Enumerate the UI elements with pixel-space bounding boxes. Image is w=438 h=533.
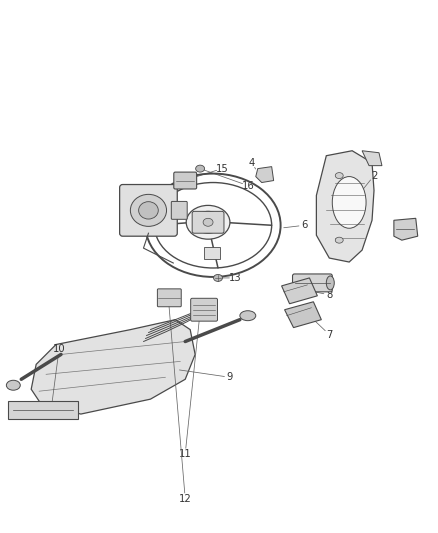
Text: 4: 4 [249,158,255,168]
FancyBboxPatch shape [204,247,220,259]
Ellipse shape [240,311,256,321]
Polygon shape [282,278,318,304]
Ellipse shape [335,237,343,243]
FancyBboxPatch shape [293,274,332,292]
FancyBboxPatch shape [8,401,78,419]
Text: 15: 15 [215,164,228,174]
Ellipse shape [203,219,213,226]
Text: 2: 2 [371,171,377,181]
Text: 5: 5 [319,278,325,288]
Polygon shape [31,320,195,414]
Polygon shape [362,151,382,166]
FancyBboxPatch shape [192,212,224,233]
FancyBboxPatch shape [191,298,218,321]
Ellipse shape [186,205,230,239]
Polygon shape [316,151,374,262]
Ellipse shape [214,274,223,281]
Text: 10: 10 [53,344,65,354]
Text: 12: 12 [179,494,191,504]
Text: 6: 6 [301,220,307,230]
Text: 7: 7 [326,329,332,340]
Ellipse shape [326,276,334,290]
FancyBboxPatch shape [120,184,177,236]
Ellipse shape [7,380,20,390]
Text: 8: 8 [326,290,332,300]
Text: 13: 13 [229,273,241,283]
Ellipse shape [335,173,343,179]
Polygon shape [394,219,418,240]
Ellipse shape [194,212,222,233]
FancyBboxPatch shape [171,201,187,219]
FancyBboxPatch shape [174,172,197,189]
Polygon shape [256,167,274,182]
Polygon shape [285,302,321,328]
Ellipse shape [196,165,205,172]
Ellipse shape [332,176,366,228]
Ellipse shape [131,195,166,227]
Text: 11: 11 [179,449,191,459]
Ellipse shape [139,201,158,219]
Text: 9: 9 [227,372,233,382]
FancyBboxPatch shape [157,289,181,307]
Text: 1: 1 [402,225,408,235]
Text: 16: 16 [241,181,254,190]
Text: 14: 14 [124,211,137,220]
